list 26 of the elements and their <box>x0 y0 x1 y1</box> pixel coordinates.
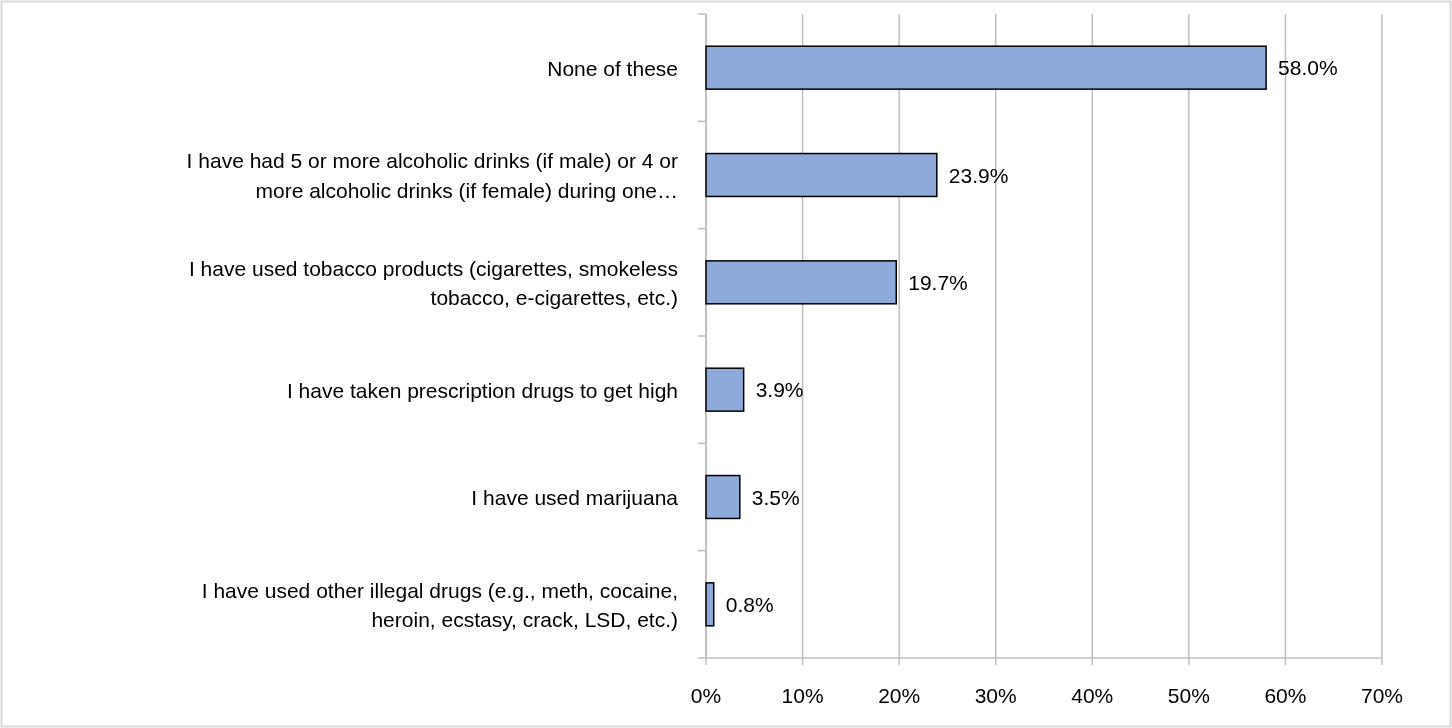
x-tick-label: 70% <box>1360 684 1404 707</box>
x-tick-label: 60% <box>1264 684 1307 707</box>
y-tick-label: I have used marijuana <box>471 485 679 509</box>
x-tick-label: 40% <box>1071 684 1114 707</box>
bar <box>705 367 745 412</box>
bar <box>705 45 1267 90</box>
y-tick-label: I have used tobacco products (cigarettes, smokeless tobacco, e-cigarettes, etc.) <box>188 256 678 309</box>
y-tick-label: I have used other illegal drugs (e.g., meth, cocaine, heroin, ecstasy, crack, LSD, etc.) <box>201 578 678 631</box>
y-tick-label: None of these <box>547 56 678 80</box>
x-tick-label: 10% <box>781 684 824 707</box>
data-label: 3.5% <box>751 485 800 509</box>
x-tick-label: 0% <box>690 684 722 707</box>
bar <box>705 474 741 520</box>
y-tick-label: I have taken prescription drugs to get high <box>286 378 678 402</box>
data-label: 58.0% <box>1278 56 1338 80</box>
x-tick-label: 30% <box>974 684 1017 707</box>
data-label: 23.9% <box>948 163 1009 187</box>
bar <box>705 582 715 627</box>
data-label: 19.7% <box>908 270 968 294</box>
data-label: 3.9% <box>755 378 804 402</box>
data-label: 0.8% <box>725 592 774 616</box>
bar <box>705 260 897 305</box>
x-tick-label: 20% <box>878 684 921 707</box>
x-tick-label: 50% <box>1167 684 1210 707</box>
bar <box>705 152 938 198</box>
y-tick-label: I have had 5 or more alcoholic drinks (if male) or 4 or more alcoholic drinks (if female) during one… <box>186 148 678 202</box>
